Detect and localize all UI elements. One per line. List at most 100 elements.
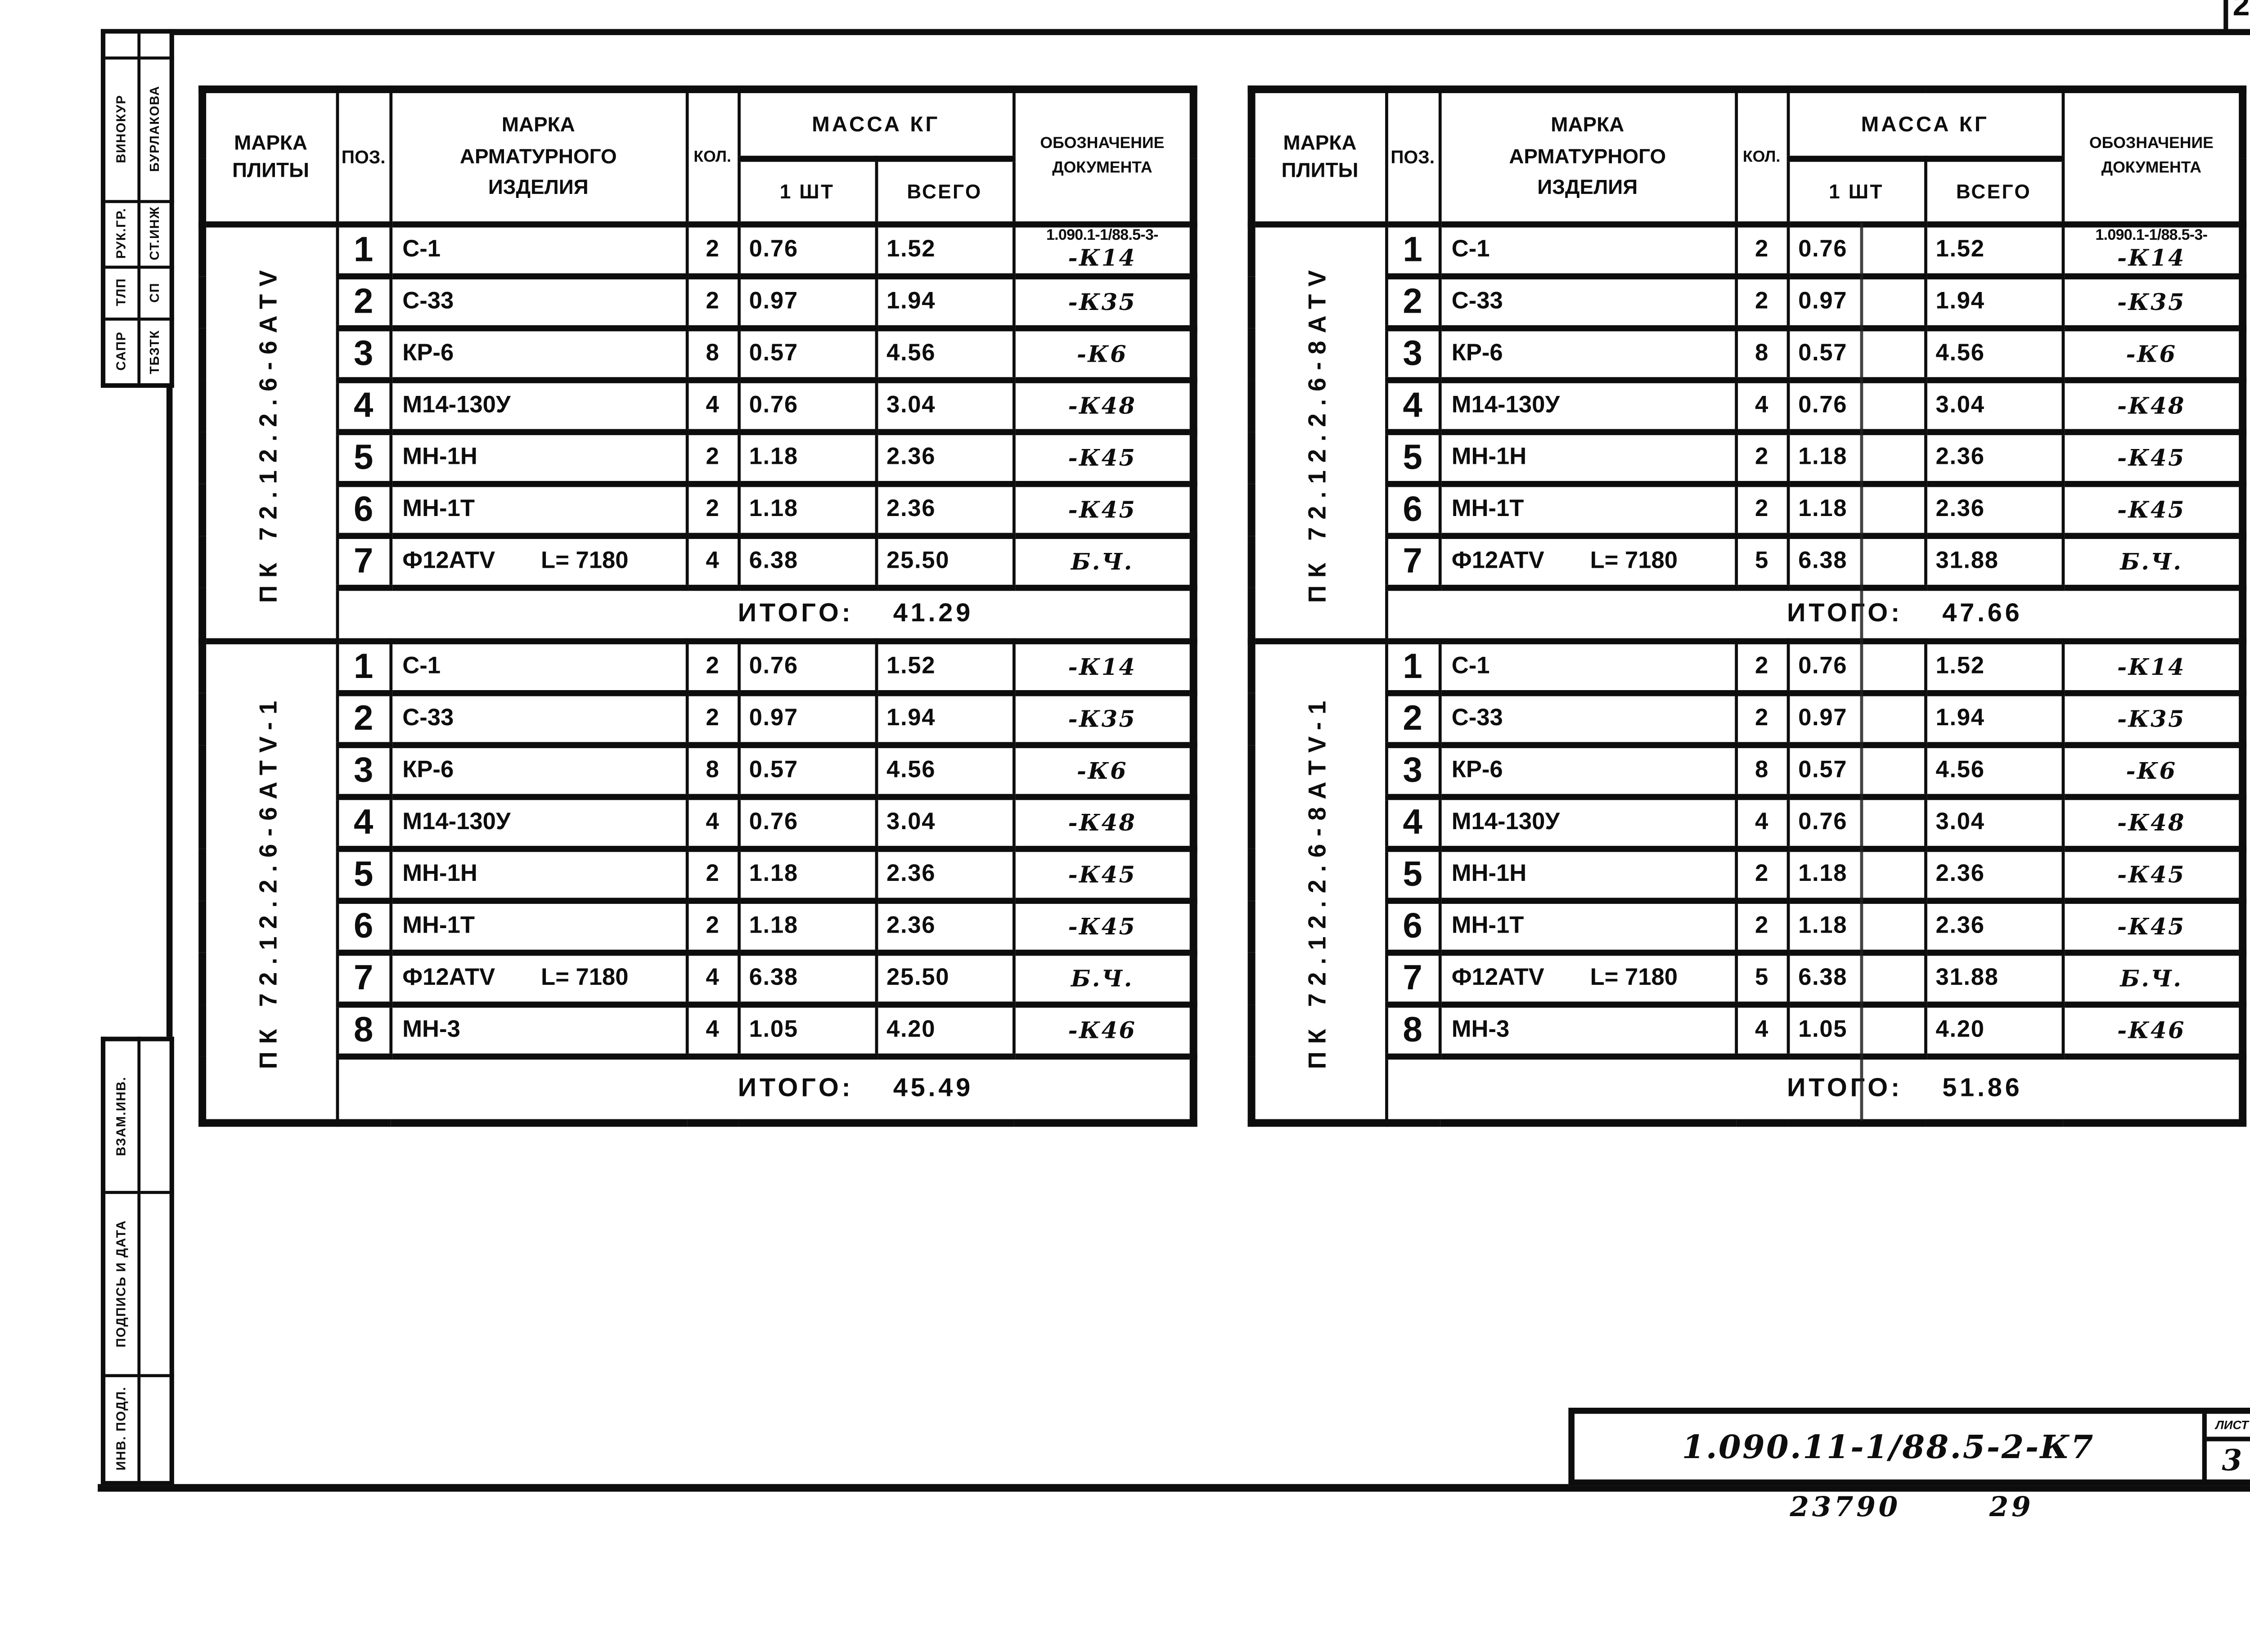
item-mark-cell: МН-1Н [388,845,688,903]
item-mark-cell: С-33 [1438,272,1737,331]
column-header-qty: КОЛ. [685,86,740,227]
pos-cell: 8 [335,1001,392,1059]
column-header-doc: ОБОЗНАЧЕНИЕ ДОКУМЕНТА [2061,86,2245,227]
header-row: МАРКА ПЛИТЫ ПОЗ. МАРКА АРМАТУРНОГО ИЗДЕЛИЯ КОЛ… [201,86,1195,227]
table-row: 2 С-33 2 0.97 1.94 -К35 [1251,689,2245,748]
item-mark-cell: МН-1Т [1438,480,1737,539]
table-row: ПК 72.12.2.6-8АТV 1 С-1 2 0.76 1.52 1.090.1-1/… [1250,220,2245,644]
doc-cell: -К6 [1012,741,1195,799]
doc-value: -К45 [1068,495,1137,523]
item-mark-cell: М14-130У [1438,376,1737,435]
mass-one-cell: 1.18 [737,428,878,486]
mass-one-cell: 0.76 [1786,793,1927,851]
qty-cell: 2 [1734,272,1789,331]
doc-cell: -К45 [1012,845,1195,903]
stamp-row: ВИНОКУР БУРЛАКОВА [101,55,174,202]
total-cell: ИТОГО: 51.86 [1384,1052,2245,1126]
stamp-column-top: ВИНОКУР БУРЛАКОВА РУК.ГР. СТ.ИНЖ ТЛП СП САПР ТБ… [100,29,174,388]
stamp-cell-empty [136,1190,174,1377]
column-header-mass-total: ВСЕГО [874,155,1015,227]
header-row: МАРКА ПЛИТЫ ПОЗ. МАРКА АРМАТУРНОГО ИЗДЕЛИЯ КОЛ… [1250,86,2245,227]
plate-mark-cell: ПК 72.12.2.6-8АТV [1250,220,1388,644]
qty-cell: 8 [685,324,740,383]
doc-cell: -К6 [2061,741,2245,799]
mass-one-cell: 0.97 [1786,689,1927,748]
doc-cell: -К48 [1012,376,1195,435]
column-header-mass: МАССА КГ [737,86,1015,162]
sheet-label: ЛИСТ [2206,1414,2250,1441]
column-header-item-mark: МАРКА АРМАТУРНОГО ИЗДЕЛИЯ [1438,86,1737,227]
item-mark-cell: КР-6 [388,741,688,799]
mass-one-cell: 0.76 [1786,376,1927,435]
doc-cell: -К14 [2061,637,2245,696]
item-mark-cell: МН-1Н [1438,845,1737,903]
column-header-qty: КОЛ. [1734,86,1789,227]
doc-cell: -К48 [2061,376,2245,435]
stamp-label: ТБЗТК [147,329,162,374]
mass-one-cell: 0.57 [1786,324,1927,383]
doc-value: -К46 [2117,1016,2186,1044]
header-line: МАРКА [234,130,307,154]
mass-one-cell: 0.97 [737,272,878,331]
table-row: 7 Ф12АТV L= 7180 4 6.38 25.50 Б.Ч. [202,949,1195,1007]
stamp-label: БУРЛАКОВА [147,85,162,172]
mass-one-cell: 6.38 [1786,949,1927,1007]
plate-mark-label: ПК 72.12.2.6-6АТV [256,262,283,602]
table-row: 7 Ф12АТV L= 7180 5 6.38 31.88 Б.Ч. [1251,949,2245,1007]
pos-cell: 2 [335,689,392,748]
mass-one-cell: 1.18 [1786,897,1927,955]
mass-total-cell: 3.04 [1923,793,2064,851]
doc-value: -К48 [1068,808,1137,836]
table-row: 4 М14-130У 4 0.76 3.04 -К48 [202,793,1195,851]
doc-cell: 1.090.1-1/88.5-3- -К14 [2061,220,2245,279]
mass-one-cell: 0.57 [737,324,878,383]
header-line: АРМАТУРНОГО [459,144,617,168]
doc-value: -К45 [2117,443,2186,471]
column-header-plate-mark: МАРКА ПЛИТЫ [201,86,338,227]
mass-one-cell: 0.76 [737,376,878,435]
stamp-label: СТ.ИНЖ [147,206,162,261]
doc-cell: -К46 [2061,1001,2245,1059]
pos-cell: 5 [335,428,392,486]
doc-value: -К45 [2117,860,2186,888]
doc-value: Б.Ч. [1071,547,1134,575]
stamp-cell-empty [136,1037,174,1194]
table-row: 2 С-33 2 0.97 1.94 -К35 [202,272,1195,331]
doc-cell: -К45 [2061,428,2245,486]
stamp-row: ТЛП СП [101,265,174,320]
mass-total-cell: 2.36 [874,428,1015,486]
stamp-label: ПОДПИСЬ И ДАТА [113,1219,129,1347]
item-length: L= 7180 [541,964,629,990]
doc-cell: 1.090.1-1/88.5-3- -К14 [1012,220,1195,279]
item-mark-cell: М14-130У [388,793,688,851]
total-row: ИТОГО: 41.29 [202,584,1195,644]
header-line: ПЛИТЫ [232,158,309,182]
table-row: 5 МН-1Н 2 1.18 2.36 -К45 [202,428,1195,486]
total-label: ИТОГО: [1787,1073,1903,1103]
stamp-cell-left: ВЗАМ.ИНВ. [101,1037,140,1194]
doc-cell: -К45 [1012,897,1195,955]
mass-total-cell: 25.50 [874,949,1015,1007]
header-line: ОБОЗНАЧЕНИЕ [2089,134,2214,153]
pos-cell: 6 [335,897,392,955]
title-block: 1.090.11-1/88.5-2-К7 ЛИСТ 3 [1568,1407,2250,1486]
qty-cell: 4 [685,949,740,1007]
item-mark-cell: М14-130У [1438,793,1737,851]
header-line: ДОКУМЕНТА [1052,158,1152,177]
item-mark-cell: Ф12АТV L= 7180 [388,532,688,590]
mass-total-cell: 3.04 [874,376,1015,435]
qty-cell: 2 [1734,845,1789,903]
stamp-cell-left: ПОДПИСЬ И ДАТА [101,1190,140,1377]
mass-total-cell: 2.36 [1923,428,2064,486]
stamp-column-bottom: ВЗАМ.ИНВ. ПОДПИСЬ И ДАТА ИНВ. ПОДЛ. [100,1037,174,1486]
pos-cell: 3 [1384,741,1441,799]
table-row: 8 МН-3 4 1.05 4.20 -К46 [1251,1001,2245,1059]
item-mark-cell: МН-1Т [388,480,688,539]
plate-mark-cell: ПК 72.12.2.6-6АТV-1 [201,637,338,1126]
table-row: 7 Ф12АТV L= 7180 4 6.38 25.50 Б.Ч. [202,532,1195,590]
pos-cell: 4 [1384,376,1441,435]
mass-total-cell: 31.88 [1923,949,2064,1007]
stamp-row: ВЗАМ.ИНВ. [101,1037,174,1194]
stamp-cell-left: РУК.ГР. [101,199,140,268]
mass-total-cell: 3.04 [1923,376,2064,435]
